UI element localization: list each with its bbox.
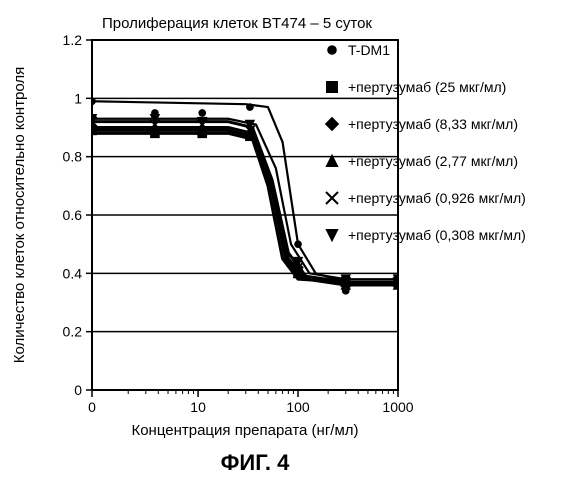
chart-title: Пролиферация клеток BT474 – 5 суток [102,15,372,32]
x-tick-label: 1000 [382,399,413,415]
y-tick-label: 0 [74,382,82,398]
y-axis-label: Количество клеток относительно контроля [11,67,28,364]
figure-container: 0 0.2 0.4 0.6 0.8 1 1.2 0 10 100 1000 Пролиферация … [0,0,566,500]
chart-svg: 0 0.2 0.4 0.6 0.8 1 1.2 0 10 100 1000 Пролиферация … [0,0,566,500]
legend-label-pert25: +пертузумаб (25 мкг/мл) [348,79,506,95]
x-tick-label: 10 [190,399,206,415]
series-curve-pert2 [92,128,398,286]
x-tick-label: 0 [88,399,96,415]
x-tick-label: 100 [286,399,310,415]
y-tick-label: 1 [74,90,82,106]
legend-label-T-DM1: T-DM1 [348,42,390,58]
legend-label-pert2: +пертузумаб (2,77 мкг/мл) [348,153,518,169]
legend-label-pert0926: +пертузумаб (0,926 мкг/мл) [348,190,526,206]
y-tick-label: 0.6 [63,207,83,223]
y-tick-label: 1.2 [63,32,83,48]
figure-label: ФИГ. 4 [221,450,291,475]
legend-label-pert8: +пертузумаб (8,33 мкг/мл) [348,116,518,132]
y-tick-label: 0.8 [63,149,83,165]
y-tick-label: 0.2 [63,324,83,340]
x-axis-label: Концентрация препарата (нг/мл) [131,422,358,439]
y-tick-label: 0.4 [63,265,83,281]
legend-label-pert0308: +пертузумаб (0,308 мкг/мл) [348,227,526,243]
